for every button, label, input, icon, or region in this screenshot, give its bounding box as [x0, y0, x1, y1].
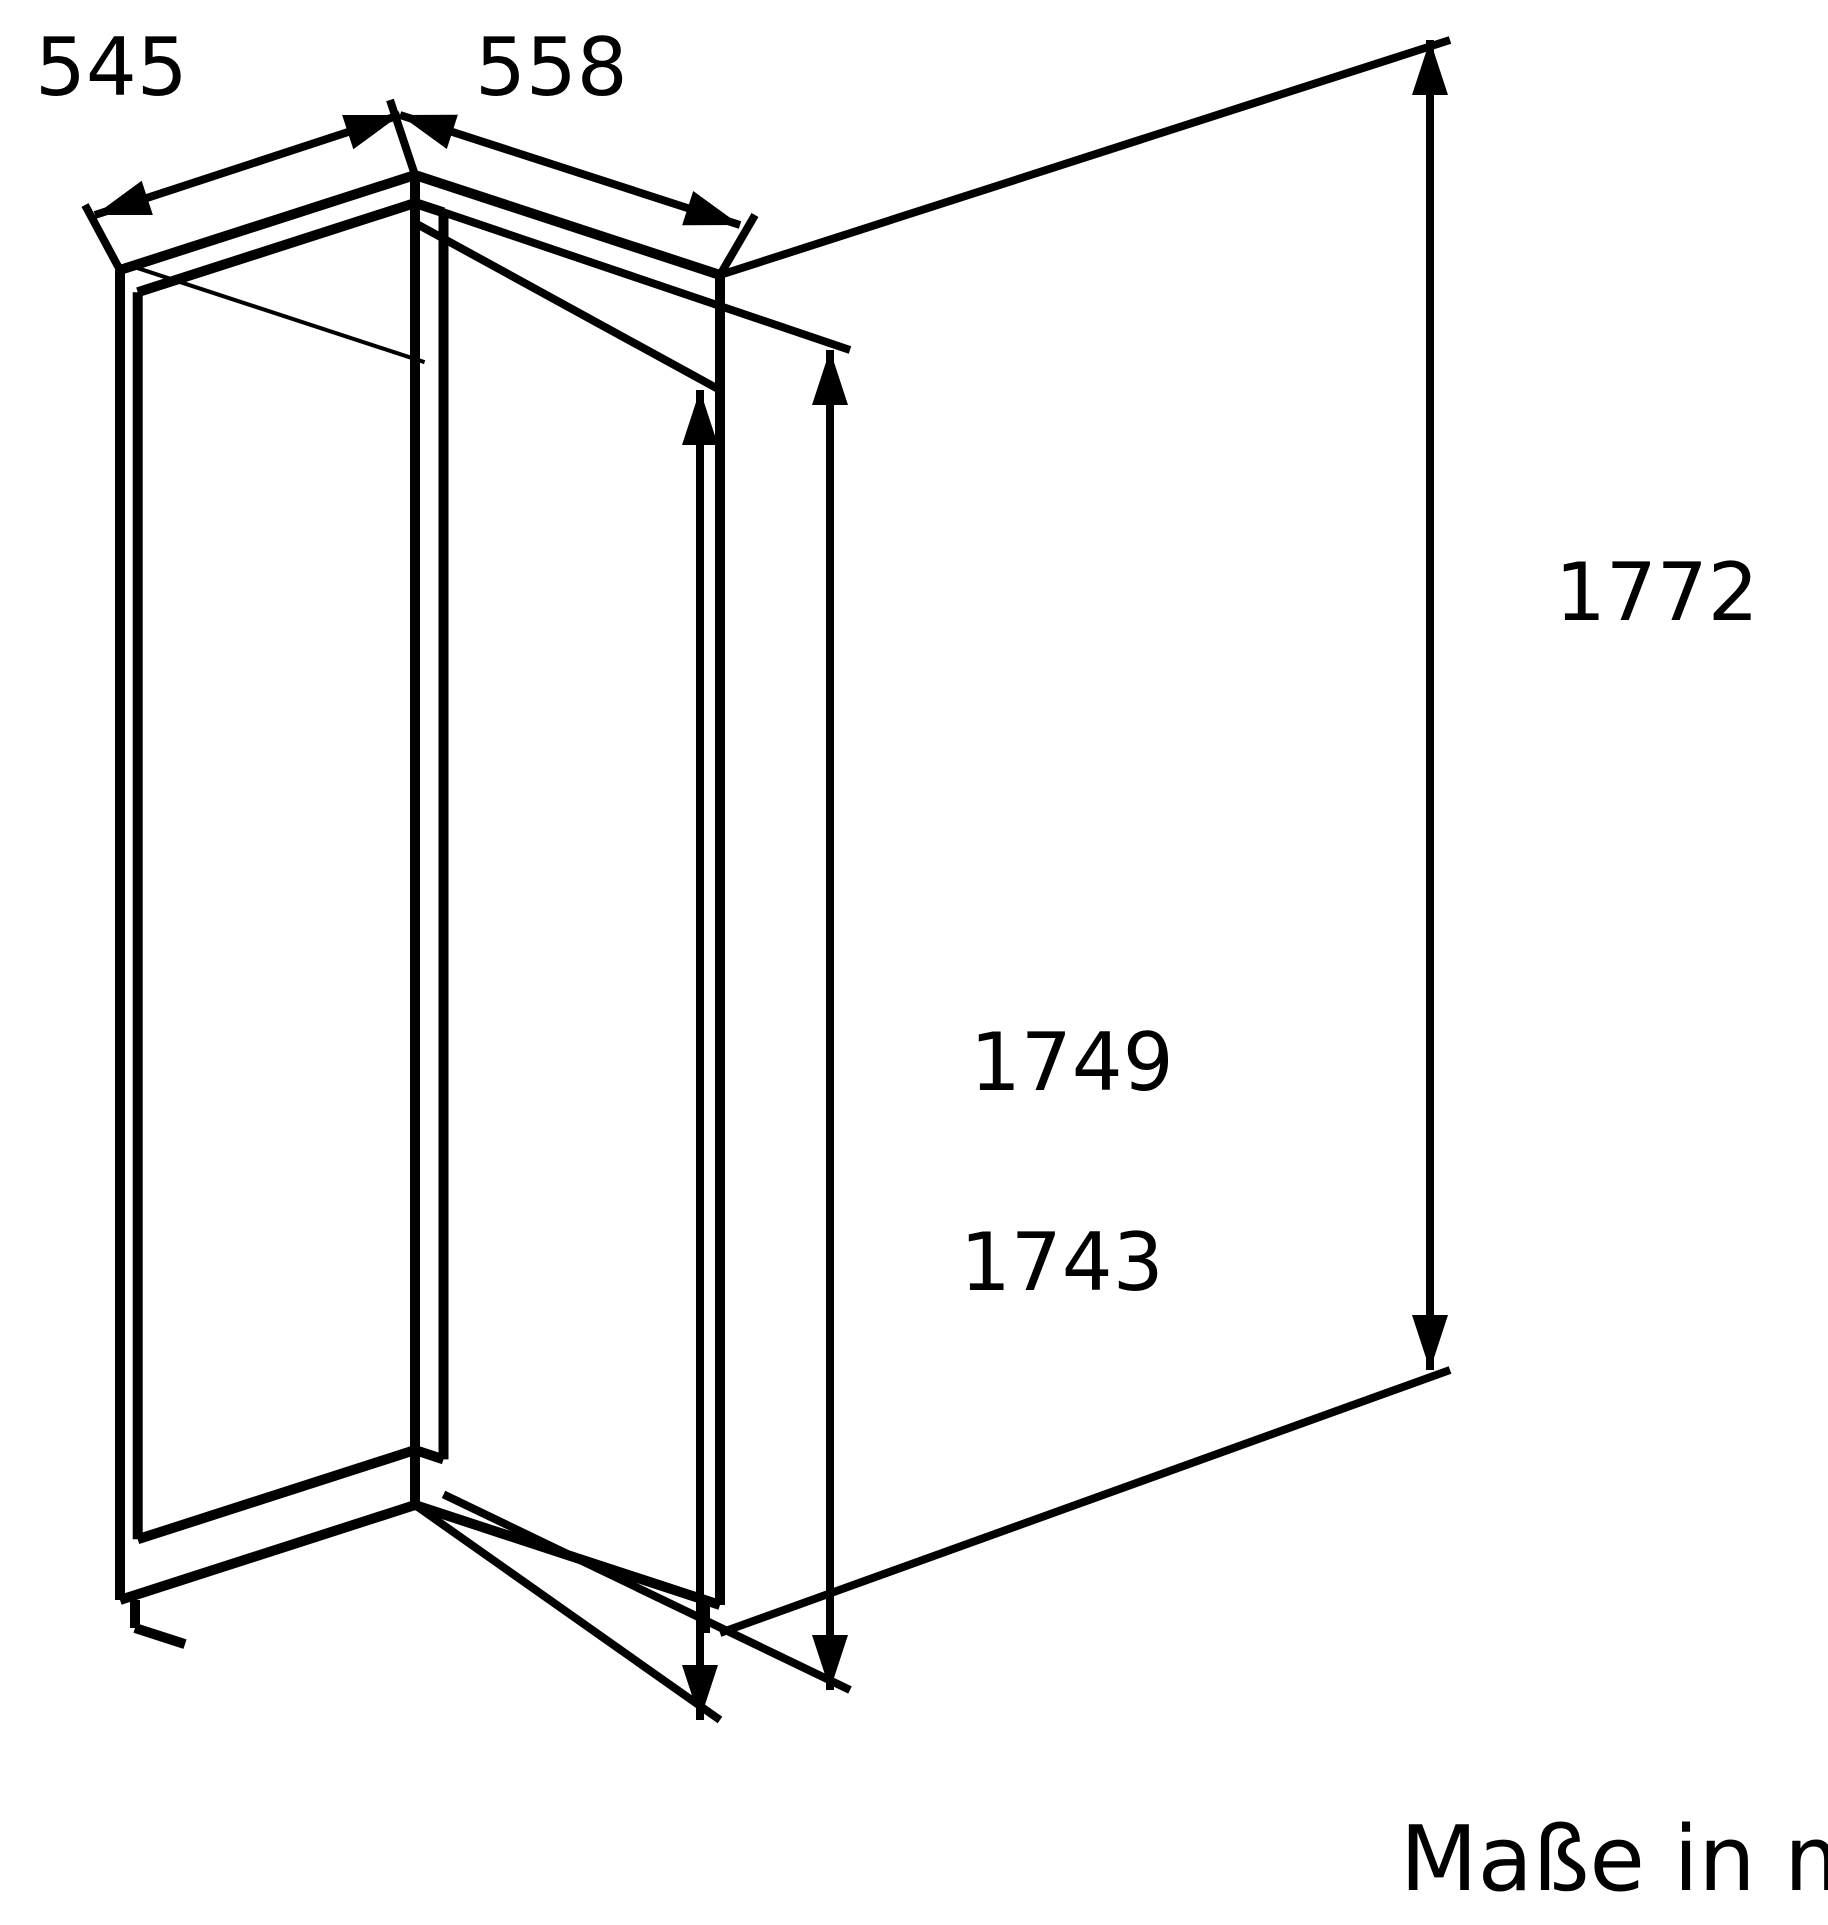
dim-h-inner-label: 1743	[960, 1216, 1164, 1309]
dim-width-label: 558	[475, 21, 628, 114]
dim-depth-label: 545	[35, 21, 188, 114]
dim-h-outer-label: 1772	[1555, 546, 1759, 639]
dimension-diagram: 545 558 1772 1749 1743 Maße in mm	[0, 0, 1828, 1925]
units-caption: Maße in mm	[1400, 1807, 1828, 1912]
dim-h-mid-label: 1749	[970, 1016, 1174, 1109]
